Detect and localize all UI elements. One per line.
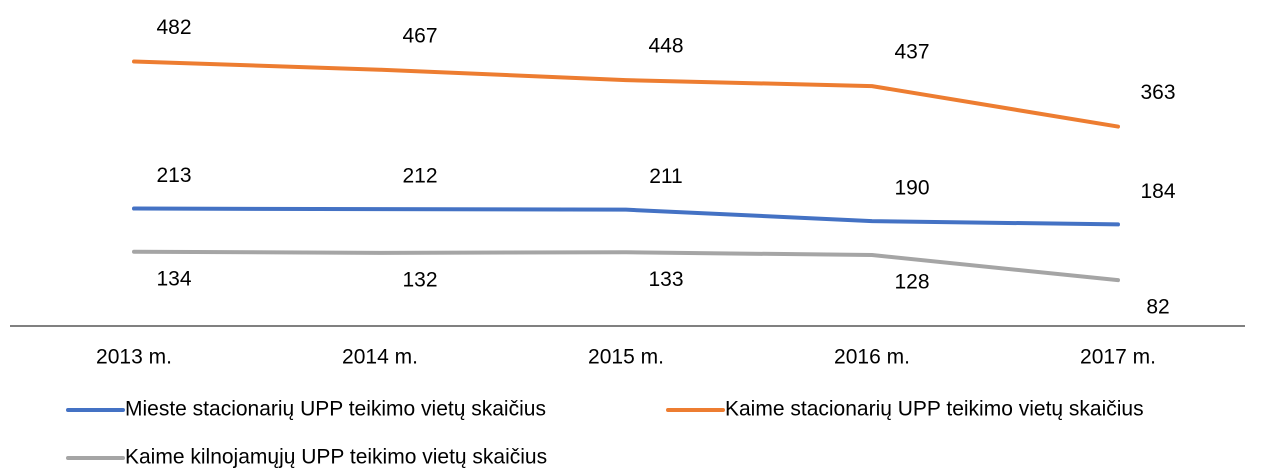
data-label: 448 [648, 35, 683, 58]
data-label: 213 [156, 164, 191, 187]
series-line [132, 206, 1120, 227]
data-label: 363 [1140, 81, 1175, 104]
x-tick-label: 2015 m. [588, 346, 664, 369]
x-tick-label: 2013 m. [96, 346, 172, 369]
data-label: 482 [156, 16, 191, 39]
data-label: 212 [402, 165, 437, 188]
legend-label: Mieste stacionarių UPP teikimo vietų ska… [125, 398, 546, 421]
series-line [132, 249, 1120, 283]
series-line [132, 59, 1120, 129]
x-tick-label: 2017 m. [1080, 346, 1156, 369]
data-label: 190 [894, 177, 929, 200]
data-label: 184 [1140, 180, 1175, 203]
data-label: 467 [402, 24, 437, 47]
data-label: 82 [1146, 296, 1169, 319]
data-label: 128 [894, 271, 929, 294]
data-label: 132 [402, 268, 437, 291]
legend-label: Kaime stacionarių UPP teikimo vietų skai… [725, 398, 1144, 421]
x-tick-label: 2016 m. [834, 346, 910, 369]
legend-label: Kaime kilnojamųjų UPP teikimo vietų skai… [125, 446, 547, 468]
data-label: 134 [156, 267, 191, 290]
data-label: 133 [648, 268, 683, 291]
data-label: 211 [649, 165, 682, 188]
data-label: 437 [894, 41, 929, 64]
x-tick-label: 2014 m. [342, 346, 418, 369]
